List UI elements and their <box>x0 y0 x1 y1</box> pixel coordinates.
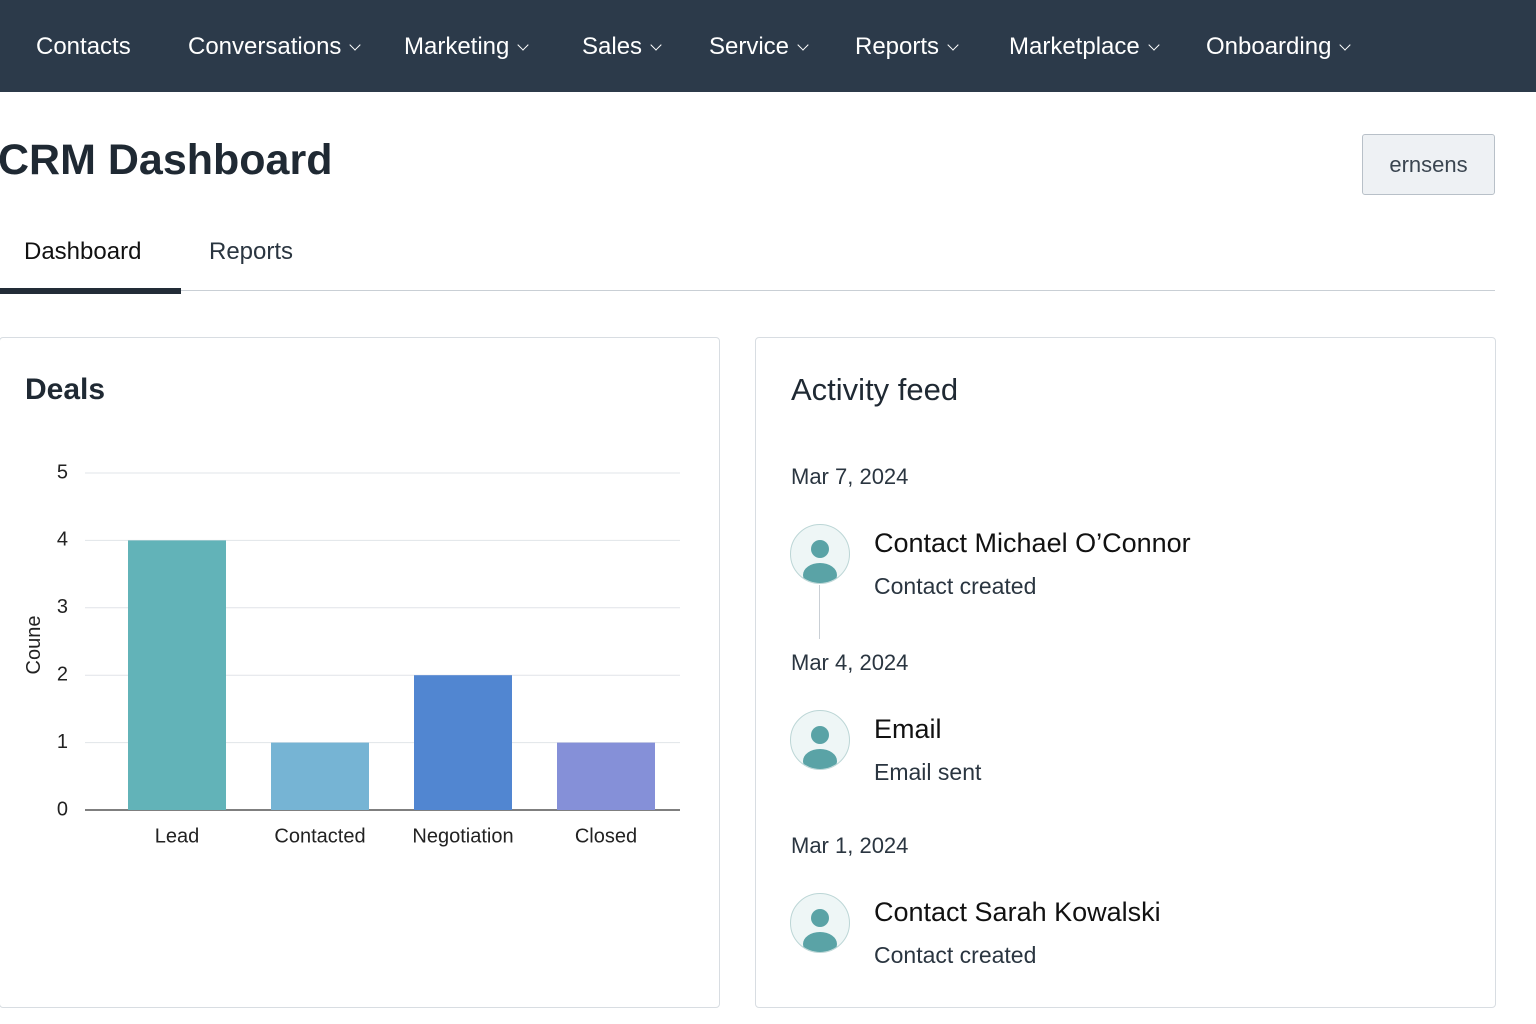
feed-title: Email <box>874 714 942 744</box>
avatar <box>790 710 850 770</box>
timeline-connector <box>819 585 820 639</box>
bar <box>557 742 655 810</box>
card-title: Activity feed <box>791 372 959 407</box>
y-tick-label: 0 <box>57 798 68 820</box>
nav-item[interactable]: Marketplace <box>1009 32 1158 62</box>
y-tick-label: 1 <box>57 731 68 753</box>
x-tick-label: Negotiation <box>412 825 513 847</box>
user-button[interactable]: ernsens <box>1362 134 1495 195</box>
x-tick-label: Lead <box>155 825 200 847</box>
feed-title: Contact Michael O’Connor <box>874 528 1191 558</box>
avatar <box>790 524 850 584</box>
y-tick-label: 2 <box>57 663 68 685</box>
feed-date: Mar 7, 2024 <box>791 464 909 489</box>
y-tick-label: 5 <box>57 461 68 483</box>
activity-card <box>755 337 1496 1008</box>
x-tick-label: Closed <box>575 825 637 847</box>
chart: 0 1 2 3 4 5 Coune Lead Contacted Negotiation Close… <box>23 461 680 847</box>
feed-date: Mar 4, 2024 <box>791 650 909 675</box>
avatar-icon <box>803 540 837 583</box>
nav-item[interactable]: Contacts <box>36 33 131 60</box>
bar <box>128 540 226 810</box>
y-tick-label: 4 <box>57 529 68 551</box>
avatar-icon <box>803 726 837 769</box>
nav-item[interactable]: Sales <box>582 32 660 62</box>
nav-item[interactable]: Service <box>709 32 807 62</box>
tab-divider <box>0 290 1495 291</box>
nav-item[interactable]: Marketing <box>404 32 527 62</box>
page-title: CRM Dashboard <box>0 136 333 184</box>
bar <box>271 742 369 810</box>
tab-indicator <box>0 288 181 294</box>
tab[interactable]: Dashboard <box>24 238 142 265</box>
feed-subtitle: Email sent <box>874 759 982 785</box>
feed-subtitle: Contact created <box>874 573 1037 599</box>
y-tick-label: 3 <box>57 596 68 618</box>
tab[interactable]: Reports <box>209 238 294 265</box>
avatar-icon <box>803 909 837 952</box>
card-title: Deals <box>25 373 106 406</box>
x-tick-label: Contacted <box>274 825 365 847</box>
deals-card <box>0 337 720 1008</box>
nav-item[interactable]: Onboarding <box>1206 32 1349 62</box>
nav-item[interactable]: Conversations <box>188 32 359 62</box>
feed-subtitle: Contact created <box>874 942 1037 968</box>
avatar <box>790 893 850 953</box>
bar <box>414 675 512 810</box>
y-axis-label: Coune <box>23 616 45 675</box>
feed-date: Mar 1, 2024 <box>791 833 909 858</box>
feed-title: Contact Sarah Kowalski <box>874 897 1161 927</box>
nav-item[interactable]: Reports <box>855 32 957 62</box>
